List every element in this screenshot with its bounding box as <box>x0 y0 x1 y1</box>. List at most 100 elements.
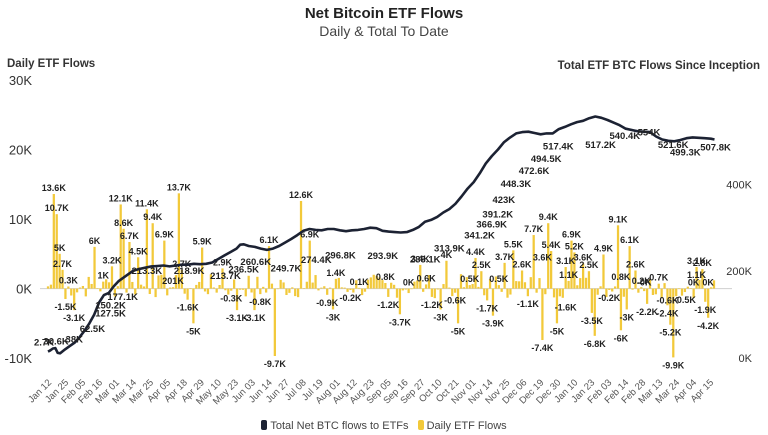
daily-flow-bar <box>61 269 64 289</box>
daily-flow-bar <box>58 253 61 289</box>
total-flow-label: 391.2K <box>482 209 513 220</box>
daily-flow-bar <box>683 288 687 293</box>
daily-flow-label: 10.7K <box>45 203 70 213</box>
daily-flow-bar <box>238 288 242 290</box>
daily-flow-bar <box>573 252 576 289</box>
daily-flow-bar <box>52 194 55 289</box>
daily-flow-bar <box>241 288 244 290</box>
daily-flow-bar <box>276 288 279 290</box>
total-flow-label: 494.5K <box>531 154 562 165</box>
daily-flow-bar <box>180 269 183 289</box>
daily-flow-label: -1.9K <box>694 305 717 315</box>
daily-flow-label: 6.9K <box>300 230 320 240</box>
daily-flow-bar <box>518 281 521 289</box>
chart-legend: Total Net BTC flows to ETFs Daily ETF Fl… <box>0 420 768 432</box>
daily-flow-label: -0.5K <box>674 295 697 305</box>
total-flow-label: 521.6K <box>658 140 689 151</box>
daily-flow-bar <box>244 288 247 297</box>
chart-title: Net Bitcoin ETF Flows <box>304 5 464 22</box>
daily-flow-bar <box>486 288 489 301</box>
daily-flow-label: -3.7K <box>389 317 412 327</box>
daily-flow-bar <box>404 288 407 290</box>
daily-flow-bar <box>343 287 346 289</box>
daily-flow-bar <box>663 283 666 289</box>
daily-flow-bar <box>70 288 73 296</box>
daily-flow-label: 0.8K <box>611 272 631 282</box>
daily-flow-bar <box>454 288 457 293</box>
legend-item-daily[interactable]: Daily ETF Flows <box>417 420 507 432</box>
right-axis-tick-label: 200K <box>726 266 752 278</box>
daily-flow-bar <box>320 287 323 289</box>
daily-flow-bar <box>64 288 67 299</box>
daily-flow-label: -0.2K <box>339 293 362 303</box>
daily-flow-bar <box>84 288 87 297</box>
total-flow-label: 554K <box>638 127 661 138</box>
daily-flow-bar <box>422 288 425 292</box>
daily-flow-bar <box>398 288 402 315</box>
legend-swatch-total <box>261 420 268 430</box>
daily-flow-bar <box>186 288 189 300</box>
daily-flow-label: 9.1K <box>609 214 629 224</box>
daily-flow-label: -2.4K <box>656 308 679 318</box>
daily-flow-label: -3.1K <box>243 313 266 323</box>
daily-flow-label: -6K <box>614 333 629 343</box>
right-axis-tick-label: 400K <box>726 179 752 191</box>
daily-flow-bar <box>448 287 451 289</box>
daily-flow-bar <box>465 277 468 289</box>
daily-flow-bar <box>157 275 160 289</box>
total-flow-label: 2.7K <box>34 338 54 349</box>
daily-flow-bar <box>311 282 314 289</box>
daily-flow-bar <box>75 288 79 293</box>
daily-flow-bar <box>96 288 99 289</box>
daily-flow-bar <box>680 288 684 296</box>
total-flow-label: 150.2K <box>95 301 126 312</box>
daily-flow-bar <box>81 285 85 289</box>
daily-flow-bar <box>227 288 230 295</box>
daily-flow-bar <box>326 288 329 295</box>
daily-flow-bar <box>712 280 716 289</box>
daily-flow-bar <box>430 288 434 297</box>
daily-flow-bar <box>474 257 477 289</box>
daily-flow-bar <box>294 288 297 297</box>
daily-flow-bar <box>198 281 201 289</box>
total-flow-label: 341.2K <box>464 230 495 241</box>
daily-flow-bar <box>503 262 506 289</box>
daily-flow-bar <box>558 288 561 297</box>
daily-flow-bar <box>654 288 657 295</box>
daily-flow-bar <box>494 276 498 289</box>
daily-flow-label: -0.9K <box>316 298 339 308</box>
total-flow-label: 218.9K <box>174 266 205 277</box>
daily-flow-bar <box>299 200 303 289</box>
daily-flow-bar <box>209 274 212 289</box>
daily-flow-bar <box>477 286 480 289</box>
left-axis-tick-label: -10K <box>5 351 33 366</box>
daily-flow-label: 4.5K <box>129 246 149 256</box>
daily-flow-bar <box>366 279 370 289</box>
daily-flow-bar <box>349 288 352 290</box>
daily-flow-bar <box>87 276 90 289</box>
daily-flow-bar <box>608 288 611 290</box>
legend-swatch-daily <box>417 420 424 430</box>
daily-flow-bar <box>581 263 585 289</box>
daily-flow-bar <box>378 277 381 289</box>
daily-flow-label: -0.3K <box>220 294 243 304</box>
daily-flow-bar <box>567 280 570 289</box>
total-flow-label: 517.4K <box>543 142 574 153</box>
daily-flow-label: 12.6K <box>289 190 314 200</box>
daily-flow-bar <box>279 279 282 289</box>
daily-flow-bar <box>526 288 529 297</box>
daily-flow-label: -0.6K <box>444 296 467 306</box>
daily-flow-bar <box>619 288 623 331</box>
daily-flow-bar <box>131 281 134 289</box>
etf-flows-chart: 30K 20K 10K 0K -10K 400K 200K 0K 13.6K 10.7K 5K 2.7… <box>5 73 753 407</box>
daily-flow-bar <box>296 288 300 298</box>
legend-item-total[interactable]: Total Net BTC flows to ETFs <box>261 420 411 432</box>
daily-flow-bar <box>544 288 547 295</box>
daily-flow-label: 6K <box>89 236 101 246</box>
daily-flow-bar <box>230 288 233 291</box>
right-axis-tick-label: 0K <box>739 353 753 365</box>
daily-flow-bar <box>442 284 445 289</box>
total-flow-label: 507.8K <box>700 142 731 153</box>
daily-flow-bar <box>189 288 192 289</box>
daily-flow-bar <box>611 288 614 292</box>
